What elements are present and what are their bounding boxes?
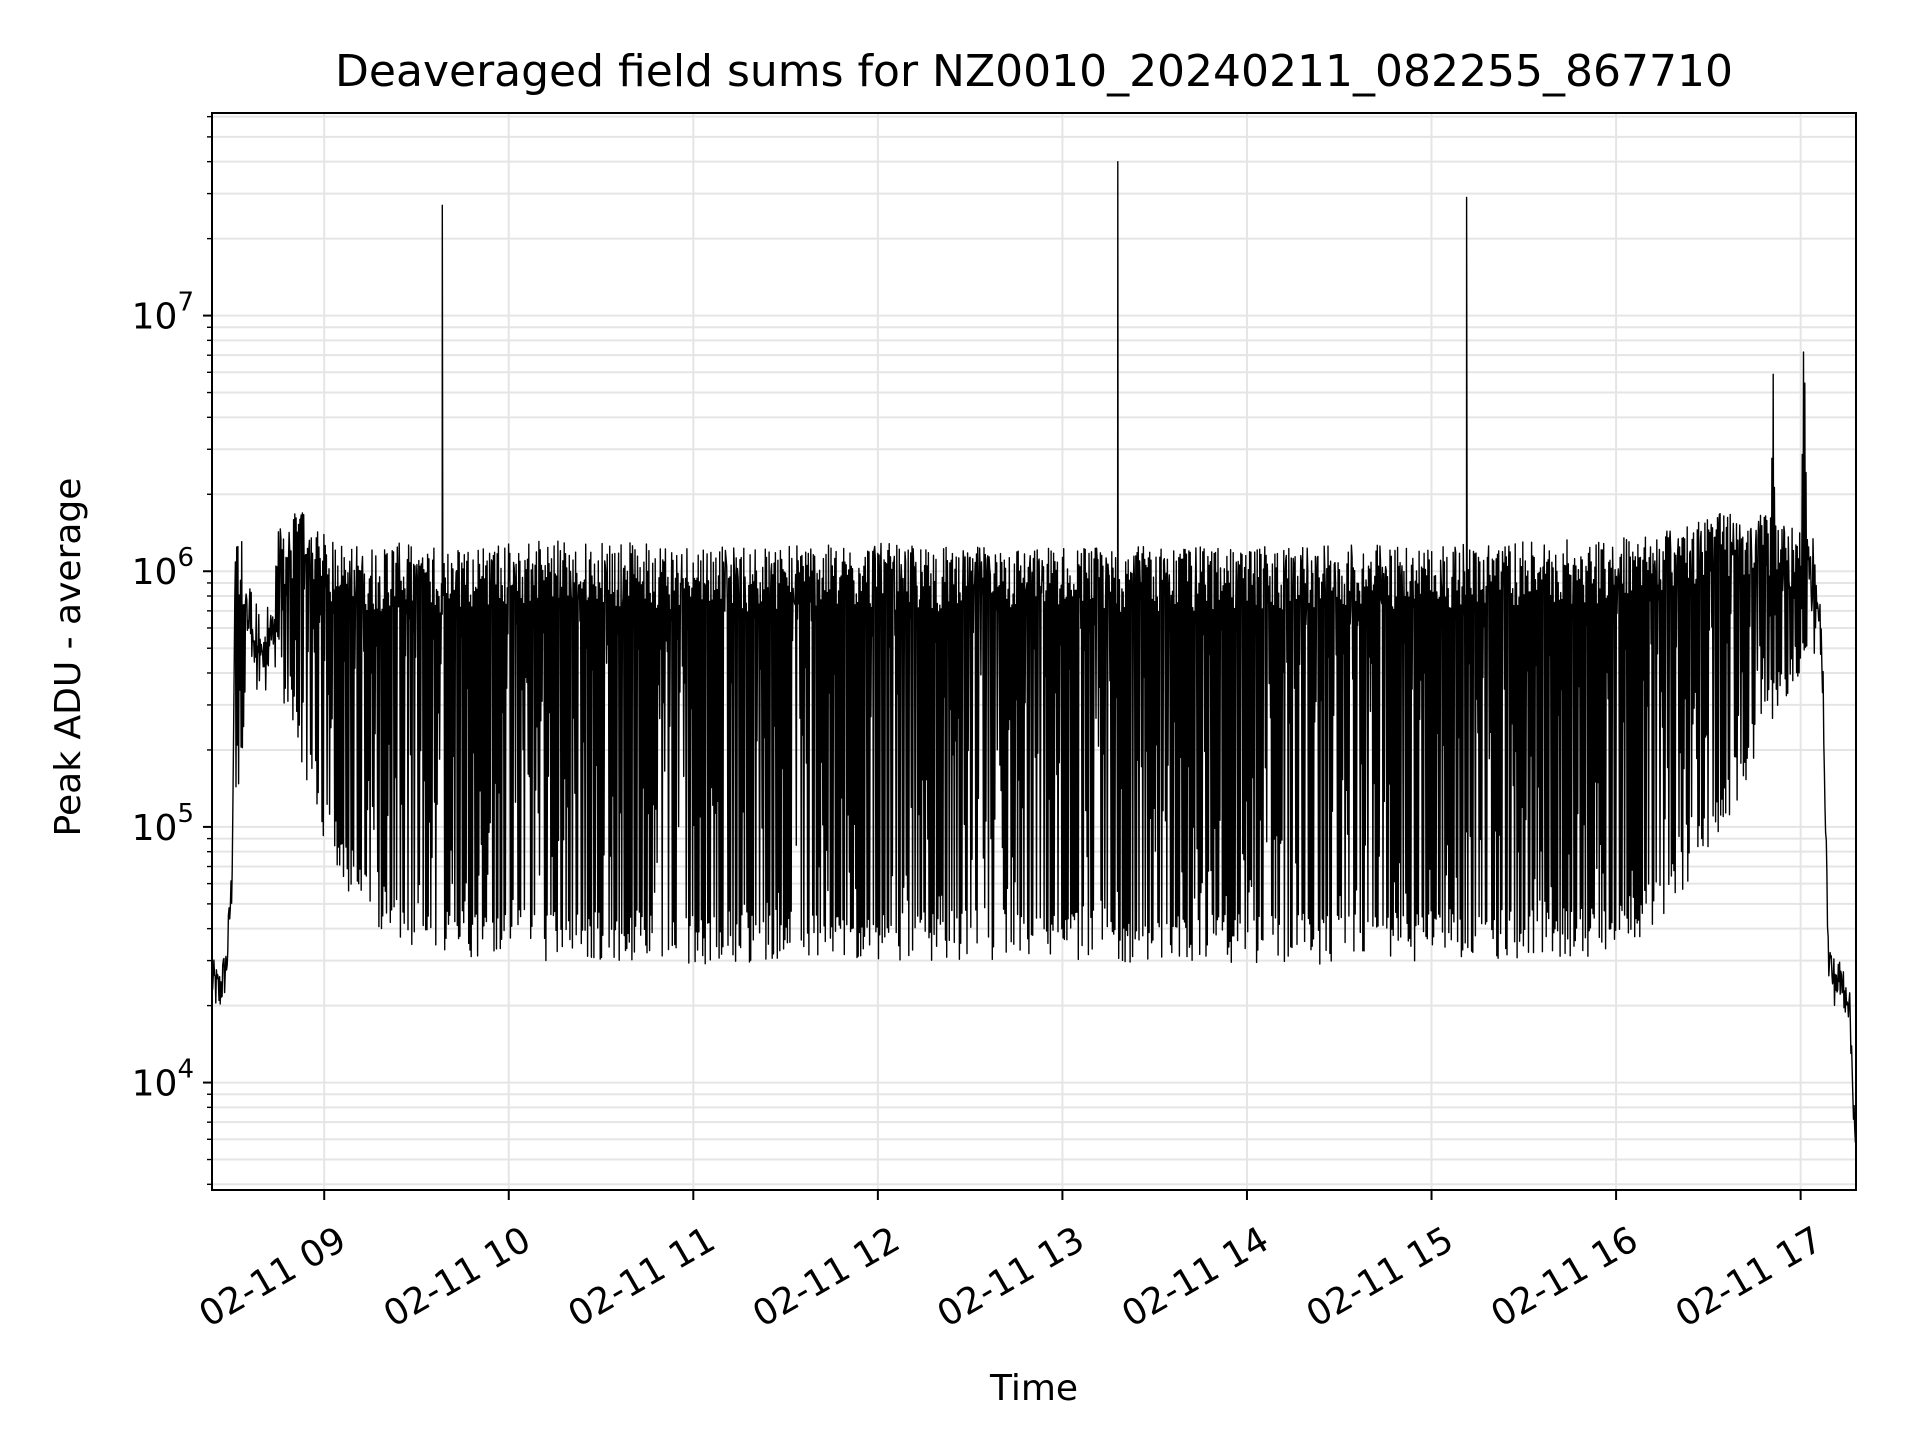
y-tick-label: 105 (132, 799, 194, 849)
y-axis-label: Peak ADU - average (48, 478, 89, 837)
y-tick-label: 106 (132, 543, 194, 593)
y-axis: 104 105 106 107 (132, 115, 212, 1186)
y-tick-label: 104 (132, 1055, 194, 1105)
series-line (211, 161, 1857, 1143)
chart-title: Deaveraged field sums for NZ0010_2024021… (335, 46, 1733, 97)
plot-frame (211, 112, 1857, 1191)
y-tick-label: 107 (132, 288, 194, 338)
x-axis-label: Time (989, 1368, 1078, 1409)
